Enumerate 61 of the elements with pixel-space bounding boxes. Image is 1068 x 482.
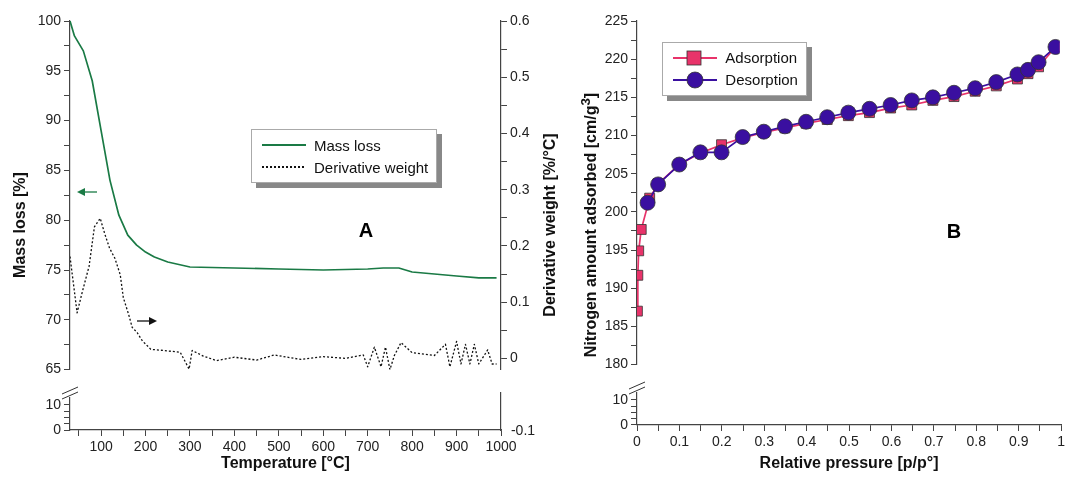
x-tick-label: 0.5 [839, 433, 859, 450]
y-tick-label: 90 [45, 111, 62, 128]
x-tick-label: 600 [311, 438, 336, 455]
x-tick-label: 300 [178, 438, 202, 455]
x-tick-label: 0.7 [924, 433, 944, 450]
legend-label: Adsorption [725, 49, 798, 67]
y2-axis-title: Derivative weight [%/°C] [541, 133, 559, 317]
x-tick-label: 900 [444, 438, 469, 455]
x-tick-label: 800 [400, 438, 425, 455]
annotation: B [946, 219, 962, 243]
y-tick-label: 75 [45, 260, 62, 277]
y-axis-title: Mass loss [%] [11, 172, 29, 278]
y-tick-label: 205 [604, 164, 629, 181]
y-tick-label: 70 [45, 310, 62, 327]
y2-tick-label: 0.4 [510, 124, 530, 141]
x-tick-label: 700 [356, 438, 380, 455]
y-tick-label: 65 [45, 360, 62, 377]
legend-label: Derivative weight [314, 158, 429, 176]
x-tick-label: 200 [133, 438, 158, 455]
x-tick-label: 0.9 [1008, 433, 1029, 450]
y-tick-label: 95 [45, 61, 62, 78]
x-axis-title: Relative pressure [p/p°] [759, 454, 939, 472]
legend-label: Desorption [725, 71, 798, 89]
y-tick-label: 85 [45, 161, 62, 178]
y-tick-label: 195 [604, 240, 629, 257]
x-tick-label: 100 [89, 438, 113, 455]
x-tick-label: 0.3 [754, 433, 775, 450]
y2-tick-label: 0.3 [510, 180, 530, 197]
y-tick-label: 10 [45, 395, 62, 412]
y-tick-label: 80 [45, 211, 62, 228]
y-tick-label: 0 [53, 420, 62, 437]
y-tick-label: 0 [620, 415, 629, 432]
y2-tick-label: 0 [510, 349, 518, 366]
y-tick-label: 180 [604, 355, 629, 372]
y2-tick-label: 0.1 [510, 292, 530, 309]
y-tick-label: 210 [604, 126, 629, 143]
y-tick-label: 10 [612, 390, 629, 407]
x-tick-label: 500 [267, 438, 291, 455]
x-tick-label: 400 [222, 438, 247, 455]
y-tick-label: 200 [604, 202, 629, 219]
y-tick-label: 100 [37, 11, 62, 28]
y-tick-label: 215 [604, 88, 629, 105]
x-tick-label: 0.1 [669, 433, 690, 450]
x-tick-label: 0.4 [796, 433, 817, 450]
y2-tick-label: 0.2 [510, 236, 530, 253]
x-tick-label: 1 [1057, 433, 1066, 450]
text: -0.1 [510, 422, 536, 438]
y-tick-label: 185 [604, 317, 629, 334]
annotation: A [358, 218, 374, 242]
y-tick-label: 190 [604, 279, 629, 296]
y2-tick-label: 0.6 [510, 11, 530, 28]
x-tick-label: 0.2 [712, 433, 732, 450]
y-tick-label: 220 [604, 50, 629, 67]
legend-label: Mass loss [314, 136, 381, 154]
x-tick-label: 1000 [485, 438, 517, 455]
y2-tick-label: 0.5 [510, 68, 530, 85]
x-axis-title: Temperature [°C] [221, 454, 350, 472]
y-tick-label: 225 [604, 11, 629, 28]
x-tick-label: 0 [633, 433, 642, 450]
x-tick-label: 0.6 [881, 433, 902, 450]
x-tick-label: 0.8 [966, 433, 987, 450]
